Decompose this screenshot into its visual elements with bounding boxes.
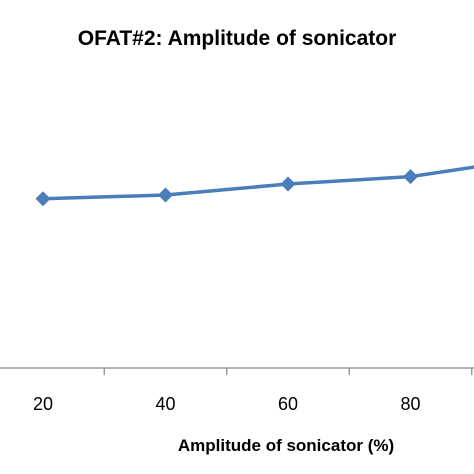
x-tick-label: 80	[400, 394, 420, 414]
series-layer	[35, 165, 474, 207]
data-point-marker	[280, 176, 296, 192]
x-tick-label: 60	[278, 394, 298, 414]
x-axis: 20 40 60 80	[0, 367, 474, 414]
x-axis-title: Amplitude of sonicator (%)	[178, 436, 394, 455]
data-point-marker	[158, 187, 173, 203]
chart-title: OFAT#2: Amplitude of sonicator	[78, 27, 397, 50]
data-point-marker	[403, 169, 418, 185]
x-tick-label: 40	[155, 394, 175, 414]
data-point-marker	[35, 191, 51, 207]
x-tick-label: 20	[33, 394, 53, 414]
